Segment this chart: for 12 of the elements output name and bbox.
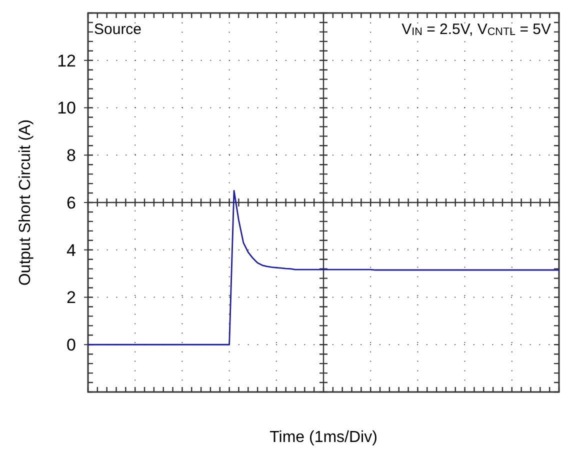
y-tick-label: 8 [66, 146, 76, 166]
x-axis-title: Time (1ms/Div) [270, 429, 378, 446]
y-tick-label: 12 [57, 51, 76, 70]
annotation: VIN = 2.5V, VCNTL = 5V [402, 21, 551, 38]
annotation: Source [94, 21, 142, 38]
y-tick-label: 6 [66, 193, 76, 212]
y-tick-label: 0 [66, 336, 76, 355]
y-tick-label: 4 [66, 240, 76, 260]
y-tick-label: 10 [57, 98, 76, 118]
y-axis-title: Output Short Circuit (A) [17, 119, 34, 286]
y-tick-label: 2 [66, 288, 76, 308]
line-series [87, 190, 560, 346]
